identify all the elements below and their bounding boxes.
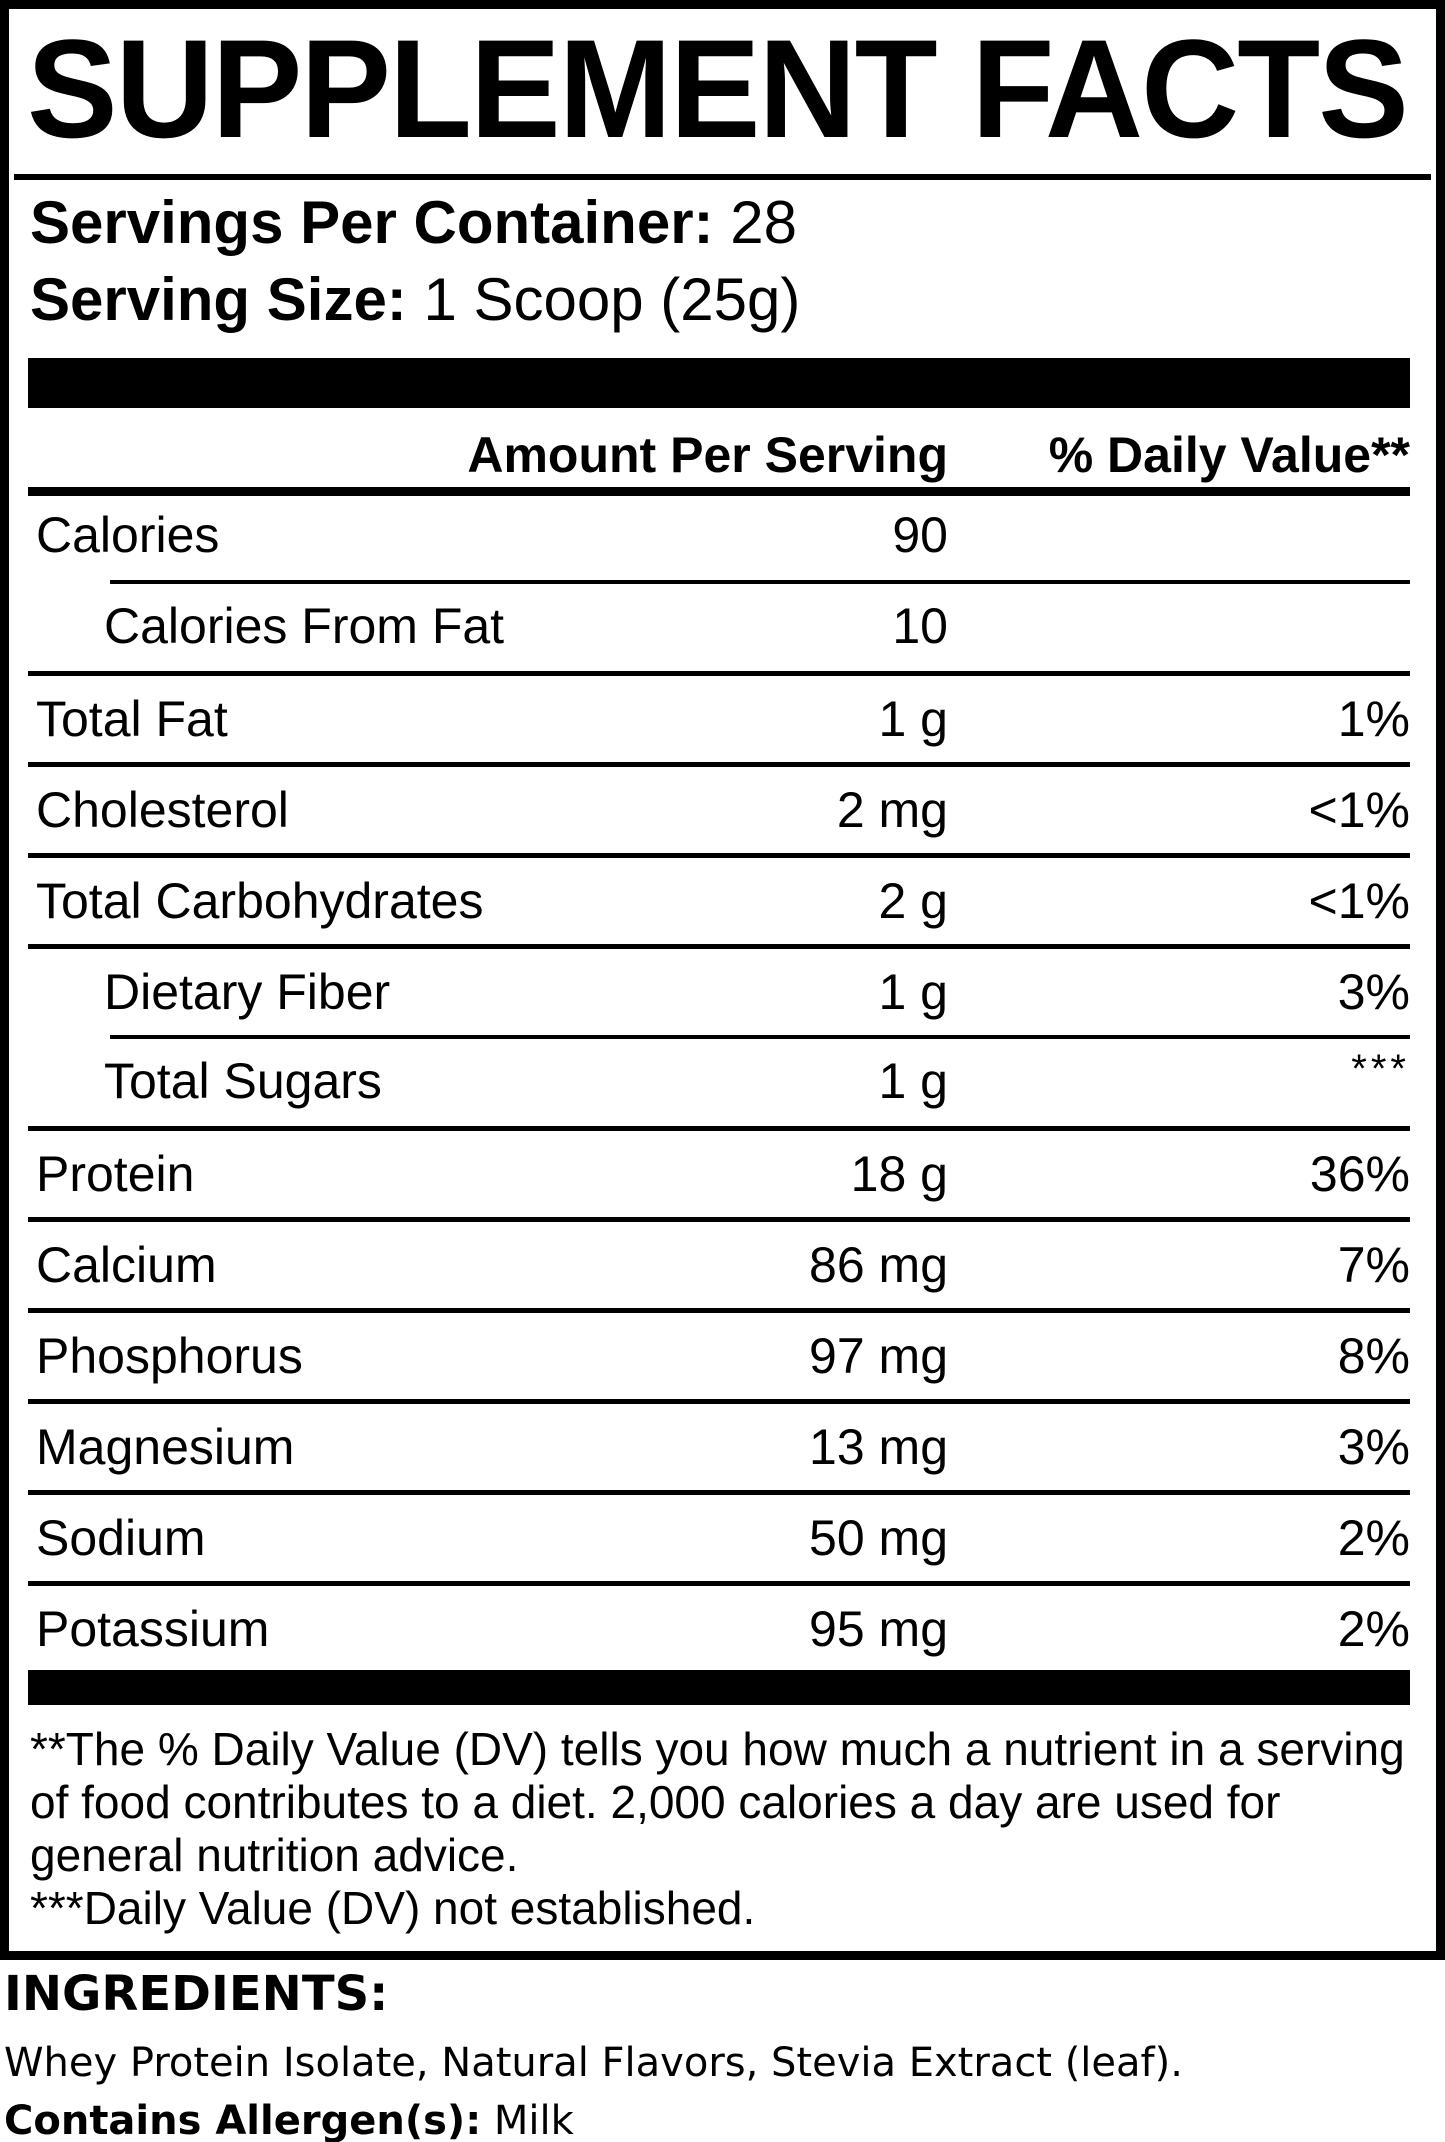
nutrient-name: Total Fat: [36, 691, 228, 747]
indented-divider: [110, 580, 1410, 584]
nutrition-row: Total Sugars 1 g ***: [28, 1035, 1410, 1126]
daily-value-footnote: **The % Daily Value (DV) tells you how m…: [30, 1723, 1405, 1881]
serving-size-label: Serving Size:: [30, 266, 407, 333]
nutrition-row: Phosphorus 97 mg 8%: [28, 1308, 1410, 1399]
nutrition-row: Cholesterol 2 mg <1%: [28, 762, 1410, 853]
nutrient-amount: 2 g: [878, 873, 948, 929]
nutrition-row: Calcium 86 mg 7%: [28, 1217, 1410, 1308]
nutrient-daily-value: 8%: [1337, 1328, 1410, 1384]
nutrition-row: Total Fat 1 g 1%: [28, 671, 1410, 762]
section-separator-bar-bottom: [28, 1670, 1410, 1705]
nutrient-name: Potassium: [36, 1601, 270, 1657]
title-divider: [14, 174, 1431, 180]
nutrient-daily-value: 36%: [1309, 1146, 1410, 1202]
nutrient-name: Sodium: [36, 1510, 206, 1566]
supplement-facts-panel: SUPPLEMENT FACTS Servings Per Container:…: [0, 0, 1445, 1960]
nutrient-daily-value: 3%: [1337, 1419, 1410, 1475]
ingredients-list: Whey Protein Isolate, Natural Flavors, S…: [4, 2039, 1183, 2086]
nutrient-daily-value: 2%: [1337, 1510, 1410, 1566]
nutrient-amount: 90: [892, 506, 948, 563]
nutrition-rows: Calories 90 Calories From Fat 10 Total F…: [28, 489, 1410, 1672]
nutrient-amount: 86 mg: [809, 1237, 948, 1293]
amount-per-serving-header: Amount Per Serving: [467, 426, 948, 483]
nutrient-daily-value: ***: [1351, 1047, 1410, 1091]
nutrient-amount: 1 g: [878, 1052, 948, 1109]
nutrition-row: Magnesium 13 mg 3%: [28, 1399, 1410, 1490]
nutrient-name: Magnesium: [36, 1419, 295, 1475]
serving-size-value: 1 Scoop (25g): [423, 266, 801, 333]
nutrition-row: Calories From Fat 10: [28, 580, 1410, 671]
daily-value-header: % Daily Value**: [1048, 426, 1410, 483]
nutrient-name: Phosphorus: [36, 1328, 303, 1384]
nutrition-row: Potassium 95 mg 2%: [28, 1581, 1410, 1672]
nutrient-amount: 50 mg: [809, 1510, 948, 1566]
section-separator-bar-top: [28, 358, 1410, 408]
nutrition-row: Sodium 50 mg 2%: [28, 1490, 1410, 1581]
nutrition-row: Total Carbohydrates 2 g <1%: [28, 853, 1410, 944]
nutrient-name: Calories: [36, 506, 220, 563]
footnotes: **The % Daily Value (DV) tells you how m…: [30, 1723, 1422, 1935]
ingredients-section: INGREDIENTS: Whey Protein Isolate, Natur…: [4, 1968, 1434, 2142]
nutrient-amount: 1 g: [878, 964, 948, 1020]
nutrient-daily-value: 1%: [1337, 691, 1410, 747]
nutrition-row: Dietary Fiber 1 g 3%: [28, 944, 1410, 1035]
nutrient-name: Cholesterol: [36, 782, 289, 838]
servings-per-container-line: Servings Per Container: 28: [30, 188, 797, 257]
allergen-value-text: Milk: [493, 2097, 574, 2142]
nutrient-amount: 10: [892, 597, 948, 654]
nutrient-daily-value: 3%: [1337, 964, 1410, 1020]
indented-divider: [110, 1035, 1410, 1039]
table-header-divider: [28, 487, 1410, 496]
nutrition-row: Protein 18 g 36%: [28, 1126, 1410, 1217]
serving-size-line: Serving Size: 1 Scoop (25g): [30, 265, 800, 334]
servings-per-container-value: 28: [730, 189, 797, 256]
nutrient-daily-value: <1%: [1308, 873, 1410, 929]
table-header-row: Amount Per Serving % Daily Value**: [28, 422, 1410, 487]
nutrient-amount: 18 g: [850, 1146, 948, 1202]
nutrition-row: Calories 90: [28, 489, 1410, 580]
nutrient-amount: 95 mg: [809, 1601, 948, 1657]
nutrient-daily-value: 2%: [1337, 1601, 1410, 1657]
nutrient-name: Calcium: [36, 1237, 217, 1293]
nutrient-amount: 97 mg: [809, 1328, 948, 1384]
nutrient-name: Total Sugars: [104, 1052, 382, 1109]
allergen-line: Contains Allergen(s): Milk: [4, 2095, 1434, 2142]
nutrient-daily-value: 7%: [1337, 1237, 1410, 1293]
nutrient-amount: 13 mg: [809, 1419, 948, 1475]
dv-not-established-footnote: ***Daily Value (DV) not established.: [30, 1882, 756, 1934]
nutrient-daily-value: <1%: [1308, 782, 1410, 838]
nutrient-name: Dietary Fiber: [104, 964, 391, 1020]
servings-per-container-label: Servings Per Container:: [30, 189, 714, 256]
allergen-label: Contains Allergen(s):: [4, 2097, 482, 2142]
nutrient-name: Calories From Fat: [104, 597, 505, 654]
nutrient-name: Protein: [36, 1146, 195, 1202]
nutrient-name: Total Carbohydrates: [36, 873, 484, 929]
nutrient-amount: 2 mg: [836, 782, 948, 838]
panel-title: SUPPLEMENT FACTS: [27, 10, 1409, 167]
nutrient-amount: 1 g: [878, 691, 948, 747]
ingredients-heading: INGREDIENTS:: [4, 1966, 389, 2022]
